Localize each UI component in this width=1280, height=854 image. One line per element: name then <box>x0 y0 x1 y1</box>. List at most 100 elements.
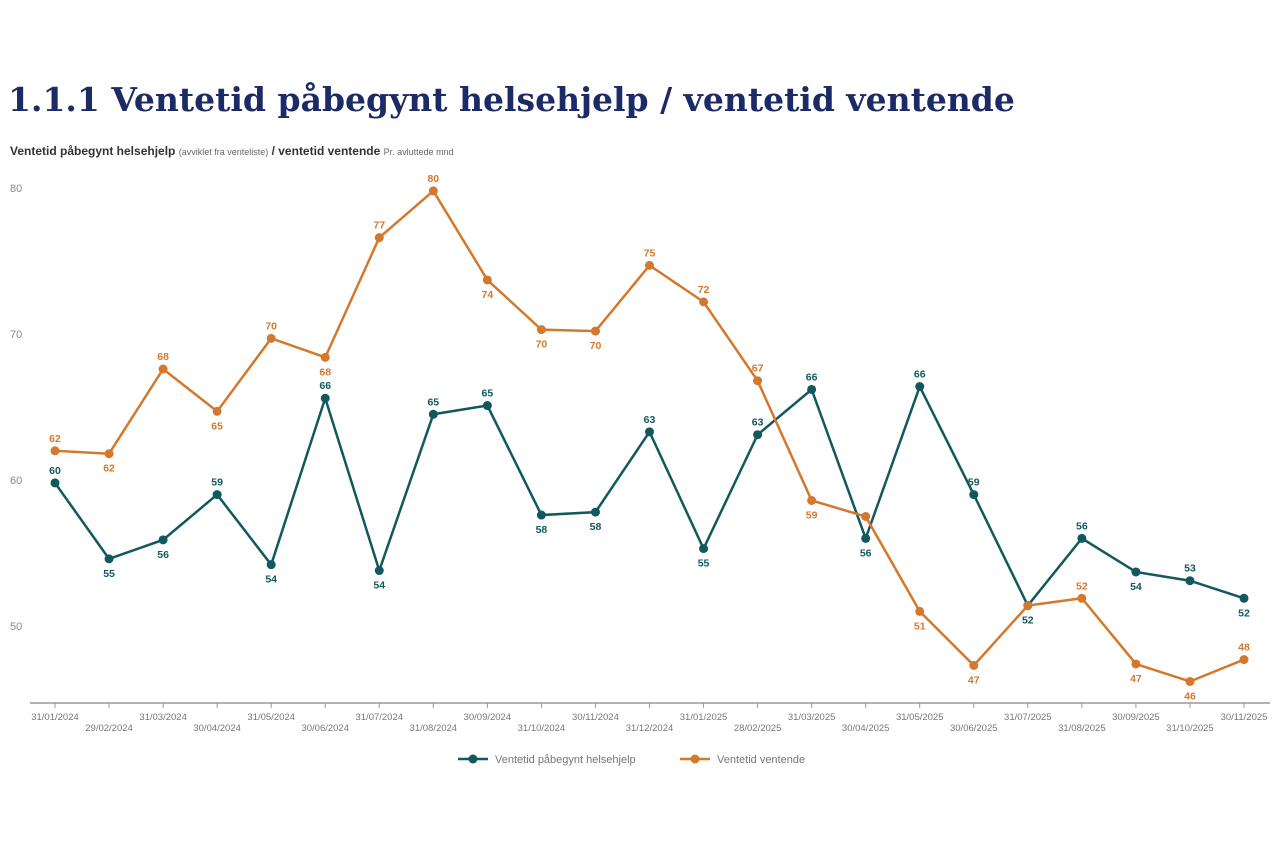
x-tick-label: 30/04/2024 <box>193 723 241 734</box>
data-label: 54 <box>265 574 277 586</box>
y-tick-label: 70 <box>10 329 22 341</box>
data-point <box>1131 567 1141 577</box>
data-point <box>50 446 60 456</box>
y-tick-label: 80 <box>10 183 22 195</box>
data-point <box>482 275 492 285</box>
chart-subtitle: Ventetid påbegynt helsehjelp (avviklet f… <box>10 144 454 158</box>
data-point <box>807 384 817 394</box>
x-tick-label: 28/02/2025 <box>734 723 782 734</box>
data-point <box>861 533 871 543</box>
legend-label: Ventetid påbegynt helsehjelp <box>495 754 636 766</box>
data-point <box>590 326 600 336</box>
data-point <box>50 478 60 488</box>
data-point <box>104 554 114 564</box>
data-label: 63 <box>752 417 764 429</box>
x-tick-label: 30/11/2024 <box>572 712 619 723</box>
data-point <box>104 449 114 459</box>
data-label: 60 <box>49 465 61 477</box>
x-tick-label: 31/07/2024 <box>355 712 403 723</box>
data-label: 65 <box>211 420 223 432</box>
data-label: 48 <box>1238 642 1250 654</box>
data-point <box>915 606 925 616</box>
data-point <box>645 260 654 270</box>
data-point <box>320 352 330 362</box>
data-label: 55 <box>103 568 115 580</box>
x-tick-label: 30/09/2024 <box>464 712 512 723</box>
data-point <box>1239 655 1249 665</box>
data-label: 77 <box>373 220 385 232</box>
data-point <box>428 409 438 419</box>
data-point <box>158 364 168 374</box>
data-point <box>1023 601 1033 611</box>
data-label: 52 <box>1022 615 1034 627</box>
data-label: 51 <box>914 620 926 632</box>
data-point <box>969 660 979 670</box>
data-point <box>915 382 925 392</box>
data-label: 65 <box>482 388 494 400</box>
data-label: 59 <box>968 477 980 489</box>
y-tick-label: 60 <box>10 475 22 487</box>
data-label: 62 <box>103 463 115 475</box>
data-label: 75 <box>644 247 656 259</box>
x-tick-label: 30/06/2025 <box>950 723 998 734</box>
legend-label: Ventetid ventende <box>717 754 805 766</box>
x-tick-label: 31/03/2024 <box>139 712 187 723</box>
data-point <box>428 186 438 196</box>
page-title: 1.1.1 Ventetid påbegynt helsehjelp / ven… <box>8 80 1015 119</box>
data-label: 59 <box>211 477 223 489</box>
x-tick-label: 30/09/2025 <box>1112 712 1160 723</box>
data-label: 54 <box>373 580 385 592</box>
data-label: 55 <box>698 558 710 570</box>
data-point <box>212 490 222 500</box>
x-tick-label: 30/11/2025 <box>1221 712 1268 723</box>
data-label: 67 <box>752 363 764 375</box>
x-tick-label: 31/08/2024 <box>410 723 458 734</box>
data-point <box>1239 593 1249 603</box>
x-tick-label: 31/05/2025 <box>896 712 944 723</box>
data-point <box>699 297 709 307</box>
data-label: 66 <box>914 369 926 381</box>
x-tick-label: 31/01/2024 <box>31 712 79 723</box>
x-tick-label: 31/07/2025 <box>1004 712 1052 723</box>
data-point <box>1131 659 1141 669</box>
data-label: 58 <box>590 521 602 533</box>
x-tick-label: 31/12/2024 <box>626 723 674 734</box>
legend-marker <box>468 754 478 764</box>
data-point <box>482 401 492 411</box>
data-label: 56 <box>860 547 872 559</box>
data-point <box>212 406 222 416</box>
data-label: 62 <box>49 433 61 445</box>
data-label: 72 <box>698 284 710 296</box>
legend-marker <box>690 754 700 764</box>
data-label: 70 <box>536 339 548 351</box>
data-label: 56 <box>1076 520 1088 532</box>
data-label: 68 <box>157 351 169 363</box>
data-point <box>374 233 384 243</box>
data-point <box>807 495 817 505</box>
data-label: 53 <box>1184 563 1196 575</box>
data-point <box>1077 593 1087 603</box>
data-point <box>753 430 763 440</box>
data-point <box>590 507 600 517</box>
data-label: 52 <box>1238 607 1250 619</box>
data-label: 47 <box>1130 673 1142 685</box>
data-label: 58 <box>536 524 548 536</box>
x-tick-label: 30/04/2025 <box>842 723 890 734</box>
data-point <box>969 490 979 500</box>
data-label: 74 <box>482 289 494 301</box>
data-point <box>1185 576 1195 586</box>
data-point <box>266 560 276 570</box>
data-label: 70 <box>590 340 602 352</box>
x-tick-label: 31/08/2025 <box>1058 723 1106 734</box>
x-tick-label: 29/02/2024 <box>85 723 133 734</box>
data-label: 80 <box>427 173 439 185</box>
y-tick-label: 50 <box>10 621 22 633</box>
data-point <box>699 544 709 554</box>
data-point <box>374 566 384 576</box>
data-label: 56 <box>157 549 169 561</box>
x-tick-label: 31/01/2025 <box>680 712 728 723</box>
data-point <box>1185 676 1195 686</box>
x-tick-label: 30/06/2024 <box>301 723 349 734</box>
data-label: 65 <box>427 396 439 408</box>
